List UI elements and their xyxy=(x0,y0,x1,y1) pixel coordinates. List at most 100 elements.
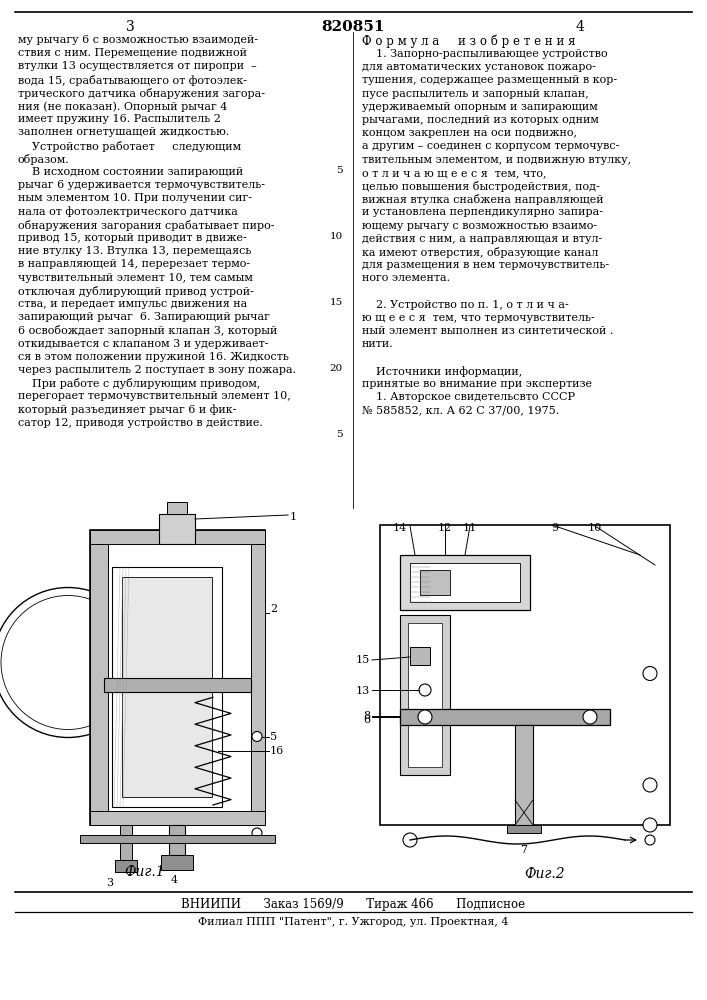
Text: принятые во внимание при экспертизе: принятые во внимание при экспертизе xyxy=(362,379,592,389)
Bar xyxy=(159,514,195,544)
Bar xyxy=(400,615,450,775)
Bar xyxy=(104,678,251,692)
Bar xyxy=(115,860,137,872)
Text: 6: 6 xyxy=(363,715,370,725)
Text: ка имеют отверстия, образующие канал: ка имеют отверстия, образующие канал xyxy=(362,247,598,258)
Text: ВНИИПИ      Заказ 1569/9      Тираж 466      Подписное: ВНИИПИ Заказ 1569/9 Тираж 466 Подписное xyxy=(181,898,525,911)
Circle shape xyxy=(583,710,597,724)
Text: № 585852, кл. А 62 С 37/00, 1975.: № 585852, кл. А 62 С 37/00, 1975. xyxy=(362,405,559,415)
Text: 20: 20 xyxy=(329,364,343,373)
Bar xyxy=(410,647,430,665)
Text: Источники информации,: Источники информации, xyxy=(362,366,522,377)
Text: в направляющей 14, перерезает термо-: в направляющей 14, перерезает термо- xyxy=(18,259,250,269)
Text: му рычагу 6 с возможностью взаимодей-: му рычагу 6 с возможностью взаимодей- xyxy=(18,35,258,45)
Text: 5: 5 xyxy=(270,732,277,742)
Text: рычагами, последний из которых одним: рычагами, последний из которых одним xyxy=(362,115,599,125)
Text: целью повышения быстродействия, под-: целью повышения быстродействия, под- xyxy=(362,181,600,192)
Text: 10: 10 xyxy=(588,523,602,533)
Text: рычаг 6 удерживается термочувствитель-: рычаг 6 удерживается термочувствитель- xyxy=(18,180,265,190)
Text: Фиг.2: Фиг.2 xyxy=(525,867,566,881)
Text: 7: 7 xyxy=(520,845,527,855)
Text: для размещения в нем термочувствитель-: для размещения в нем термочувствитель- xyxy=(362,260,609,270)
Bar xyxy=(400,555,530,610)
Bar xyxy=(410,563,520,602)
Text: 13: 13 xyxy=(356,686,370,696)
Bar xyxy=(420,570,450,595)
Text: 5: 5 xyxy=(337,166,343,175)
Text: ю щ е е с я  тем, что термочувствитель-: ю щ е е с я тем, что термочувствитель- xyxy=(362,313,595,323)
Text: ный элемент выполнен из синтетической .: ный элемент выполнен из синтетической . xyxy=(362,326,614,336)
Text: трического датчика обнаружения загора-: трического датчика обнаружения загора- xyxy=(18,88,265,99)
Text: 15: 15 xyxy=(356,655,370,665)
Text: 16: 16 xyxy=(270,746,284,756)
Text: ствия с ним. Перемещение подвижной: ствия с ним. Перемещение подвижной xyxy=(18,48,247,58)
Circle shape xyxy=(419,684,431,696)
Text: 3: 3 xyxy=(126,20,134,34)
Text: нити.: нити. xyxy=(362,339,394,349)
Bar xyxy=(122,577,212,797)
Circle shape xyxy=(252,732,262,742)
Text: твительным элементом, и подвижную втулку,: твительным элементом, и подвижную втулку… xyxy=(362,155,631,165)
Text: ся в этом положении пружиной 16. Жидкость: ся в этом положении пружиной 16. Жидкост… xyxy=(18,352,289,362)
Text: пусе распылитель и запорный клапан,: пусе распылитель и запорный клапан, xyxy=(362,89,589,99)
Text: 14: 14 xyxy=(393,523,407,533)
Text: 2. Устройство по п. 1, о т л и ч а-: 2. Устройство по п. 1, о т л и ч а- xyxy=(362,300,568,310)
Text: образом.: образом. xyxy=(18,154,70,165)
Text: Филиал ППП "Патент", г. Ужгород, ул. Проектная, 4: Филиал ППП "Патент", г. Ужгород, ул. Про… xyxy=(198,917,508,927)
Text: 3: 3 xyxy=(107,878,114,888)
Text: нала от фотоэлектрического датчика: нала от фотоэлектрического датчика xyxy=(18,207,238,217)
Text: концом закреплен на оси подвижно,: концом закреплен на оси подвижно, xyxy=(362,128,577,138)
Bar xyxy=(161,855,193,870)
Text: вижная втулка снабжена направляющей: вижная втулка снабжена направляющей xyxy=(362,194,604,205)
Text: 2: 2 xyxy=(270,604,277,614)
Bar xyxy=(80,835,275,843)
Circle shape xyxy=(403,833,417,847)
Bar xyxy=(90,530,265,544)
Text: 8: 8 xyxy=(363,711,370,721)
Bar xyxy=(408,623,442,767)
Text: и установлена перпендикулярно запира-: и установлена перпендикулярно запира- xyxy=(362,207,603,217)
Text: ние втулку 13. Втулка 13, перемещаясь: ние втулку 13. Втулка 13, перемещаясь xyxy=(18,246,252,256)
Circle shape xyxy=(252,828,262,838)
Bar xyxy=(90,811,265,825)
Text: ным элементом 10. При получении сиг-: ным элементом 10. При получении сиг- xyxy=(18,193,252,203)
Text: 4: 4 xyxy=(575,20,585,34)
Text: Устройство работает     следующим: Устройство работает следующим xyxy=(18,141,241,152)
Text: Ф о р м у л а     и з о б р е т е н и я: Ф о р м у л а и з о б р е т е н и я xyxy=(362,34,575,47)
Text: действия с ним, а направляющая и втул-: действия с ним, а направляющая и втул- xyxy=(362,234,602,244)
Text: 1. Запорно-распыливающее устройство: 1. Запорно-распыливающее устройство xyxy=(362,49,607,59)
Text: отключая дублирующий привод устрой-: отключая дублирующий привод устрой- xyxy=(18,286,254,297)
Text: имеет пружину 16. Распылитель 2: имеет пружину 16. Распылитель 2 xyxy=(18,114,221,124)
Bar xyxy=(120,825,132,860)
Text: через распылитель 2 поступает в зону пожара.: через распылитель 2 поступает в зону пож… xyxy=(18,365,296,375)
Bar xyxy=(90,530,265,825)
Text: 5: 5 xyxy=(337,430,343,439)
Circle shape xyxy=(643,818,657,832)
Text: 1. Авторское свидетельсвто СССР: 1. Авторское свидетельсвто СССР xyxy=(362,392,575,402)
Bar xyxy=(112,567,222,807)
Text: а другим – соединен с корпусом термочувс-: а другим – соединен с корпусом термочувс… xyxy=(362,141,619,151)
Bar xyxy=(90,530,108,825)
Text: 820851: 820851 xyxy=(321,20,385,34)
Text: 4: 4 xyxy=(170,875,177,885)
Text: запирающий рычаг  6. Запирающий рычаг: запирающий рычаг 6. Запирающий рычаг xyxy=(18,312,270,322)
Circle shape xyxy=(645,835,655,845)
Text: для автоматических установок пожаро-: для автоматических установок пожаро- xyxy=(362,62,596,72)
Text: привод 15, который приводит в движе-: привод 15, который приводит в движе- xyxy=(18,233,247,243)
Text: заполнен огнетушащей жидкостью.: заполнен огнетушащей жидкостью. xyxy=(18,127,229,137)
Circle shape xyxy=(418,710,432,724)
Text: При работе с дублирующим приводом,: При работе с дублирующим приводом, xyxy=(18,378,260,389)
Bar xyxy=(380,525,670,825)
Circle shape xyxy=(643,666,657,680)
Text: сатор 12, приводя устройство в действие.: сатор 12, приводя устройство в действие. xyxy=(18,418,263,428)
Text: о т л и ч а ю щ е е с я  тем, что,: о т л и ч а ю щ е е с я тем, что, xyxy=(362,168,547,178)
Bar xyxy=(251,530,265,825)
Text: который разъединяет рычаг 6 и фик-: который разъединяет рычаг 6 и фик- xyxy=(18,405,236,415)
Bar xyxy=(515,725,533,825)
Bar xyxy=(169,825,185,855)
Text: ния (не показан). Опорный рычаг 4: ния (не показан). Опорный рычаг 4 xyxy=(18,101,228,112)
Circle shape xyxy=(643,778,657,792)
Text: Фиг.1: Фиг.1 xyxy=(124,865,165,879)
Text: чувствительный элемент 10, тем самым: чувствительный элемент 10, тем самым xyxy=(18,273,253,283)
Text: 6 освобождает запорный клапан 3, который: 6 освобождает запорный клапан 3, который xyxy=(18,325,277,336)
